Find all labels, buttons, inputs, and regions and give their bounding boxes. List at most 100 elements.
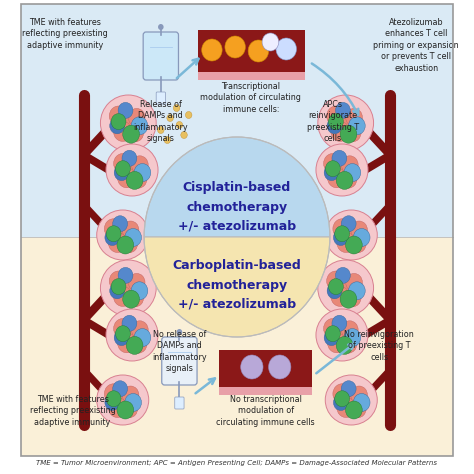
Circle shape [344, 328, 361, 346]
Text: No transcriptional
modulation of
circulating immune cells: No transcriptional modulation of circula… [217, 395, 315, 427]
Circle shape [113, 286, 132, 306]
Circle shape [117, 401, 134, 419]
Circle shape [109, 118, 125, 134]
Circle shape [340, 335, 357, 353]
Circle shape [116, 161, 130, 177]
Ellipse shape [100, 260, 156, 316]
Circle shape [118, 267, 133, 283]
Circle shape [328, 333, 346, 353]
Circle shape [134, 328, 151, 346]
Circle shape [121, 235, 137, 253]
Circle shape [109, 283, 125, 299]
Ellipse shape [106, 309, 158, 361]
Text: TME with features
reflecting preexisting
adaptive immunity: TME with features reflecting preexisting… [30, 395, 116, 427]
Circle shape [121, 400, 137, 418]
Circle shape [158, 24, 164, 30]
Circle shape [127, 289, 144, 307]
Circle shape [113, 216, 128, 232]
Circle shape [328, 168, 346, 188]
Circle shape [262, 33, 279, 51]
Circle shape [105, 394, 120, 410]
Circle shape [112, 221, 133, 244]
Wedge shape [144, 237, 330, 337]
Ellipse shape [318, 95, 374, 151]
Text: Atezolizumab
enhances T cell
priming or expansion
or prevents T cell
exhaustion: Atezolizumab enhances T cell priming or … [374, 18, 459, 73]
Circle shape [276, 38, 296, 60]
Circle shape [344, 124, 361, 142]
Circle shape [125, 228, 142, 246]
Circle shape [248, 40, 269, 62]
Text: Release of
DAMPs and
inflammatory
signals: Release of DAMPs and inflammatory signal… [134, 100, 188, 143]
Circle shape [335, 391, 350, 407]
Bar [219, 350, 312, 395]
Circle shape [104, 384, 123, 404]
Circle shape [157, 127, 164, 134]
Circle shape [340, 125, 357, 143]
Circle shape [341, 216, 356, 232]
Ellipse shape [325, 210, 377, 260]
Circle shape [337, 233, 356, 253]
Circle shape [340, 170, 357, 188]
Circle shape [118, 109, 138, 131]
Circle shape [125, 393, 142, 411]
Circle shape [324, 164, 339, 181]
Ellipse shape [318, 260, 374, 316]
Circle shape [122, 150, 137, 166]
Circle shape [113, 381, 128, 397]
Circle shape [348, 117, 365, 135]
Circle shape [326, 161, 340, 177]
Circle shape [122, 386, 139, 404]
Circle shape [344, 164, 361, 182]
Text: No reinvigoration
of preexisting T
cells: No reinvigoration of preexisting T cells [344, 330, 414, 362]
Circle shape [333, 384, 351, 404]
Circle shape [269, 355, 291, 379]
Bar [20, 4, 454, 237]
Circle shape [331, 286, 349, 306]
Circle shape [130, 335, 147, 353]
Ellipse shape [97, 210, 149, 260]
Circle shape [340, 290, 357, 308]
Circle shape [114, 154, 132, 173]
Circle shape [122, 221, 139, 239]
Circle shape [332, 156, 352, 178]
Circle shape [337, 398, 356, 418]
Circle shape [353, 228, 370, 246]
Circle shape [105, 229, 120, 246]
Text: TME = Tumor Microenvironment; APC = Antigen Presenting Cell; DAMPs = Damage-Asso: TME = Tumor Microenvironment; APC = Anti… [36, 460, 438, 466]
Circle shape [130, 170, 147, 188]
Circle shape [346, 109, 363, 127]
Circle shape [324, 319, 342, 338]
Circle shape [118, 102, 133, 118]
Circle shape [109, 106, 128, 126]
Circle shape [327, 271, 345, 291]
Circle shape [117, 236, 134, 254]
Circle shape [108, 233, 127, 253]
Circle shape [327, 283, 342, 299]
Circle shape [336, 274, 356, 296]
Circle shape [118, 168, 136, 188]
Circle shape [126, 337, 143, 355]
Text: Transcriptional
modulation of circulating
immune cells:: Transcriptional modulation of circulatin… [201, 82, 301, 114]
Bar [198, 30, 305, 80]
Circle shape [108, 398, 127, 418]
Ellipse shape [100, 95, 156, 151]
Circle shape [336, 102, 350, 118]
Text: TME with features
reflecting preexisting
adaptive immunity: TME with features reflecting preexisting… [22, 18, 108, 50]
Circle shape [327, 118, 342, 134]
Ellipse shape [325, 375, 377, 425]
Circle shape [185, 111, 192, 118]
Ellipse shape [316, 144, 368, 196]
Circle shape [346, 236, 362, 254]
FancyBboxPatch shape [156, 92, 165, 104]
Circle shape [326, 326, 340, 342]
Circle shape [348, 282, 365, 300]
Circle shape [128, 273, 145, 292]
Ellipse shape [97, 375, 149, 425]
Circle shape [332, 321, 352, 343]
Circle shape [332, 150, 347, 166]
FancyBboxPatch shape [143, 32, 179, 80]
Circle shape [113, 121, 132, 141]
Circle shape [327, 106, 345, 126]
Circle shape [351, 386, 367, 404]
Circle shape [225, 36, 246, 58]
